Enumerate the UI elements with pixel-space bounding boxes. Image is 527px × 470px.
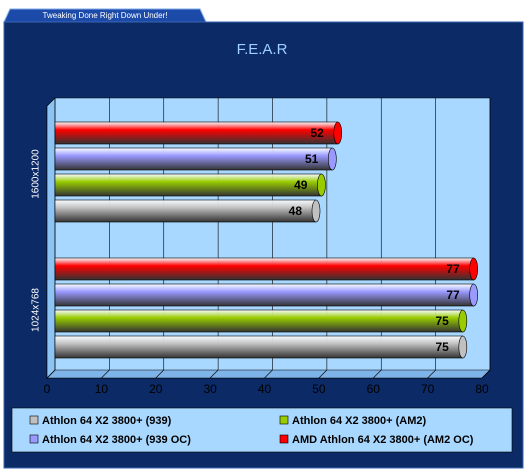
y-tick-label: 1600x1200 — [31, 149, 42, 199]
x-tick-label: 0 — [44, 382, 51, 396]
value-label: 52 — [310, 126, 324, 140]
floor-line — [427, 369, 436, 379]
bar — [54, 147, 333, 171]
x-tick-label: 70 — [421, 382, 435, 396]
value-label: 75 — [435, 340, 449, 354]
floor-line — [373, 369, 382, 379]
y-tick-label: 1024x768 — [31, 288, 42, 332]
legend-swatch — [29, 415, 39, 425]
bar — [54, 283, 474, 307]
tab-text: Tweaking Done Right Down Under! — [43, 11, 168, 20]
value-label: 49 — [294, 178, 308, 192]
bar-cap — [458, 335, 468, 359]
floor-line — [101, 369, 110, 379]
x-tick-label: 20 — [149, 382, 163, 396]
floor-line — [481, 369, 491, 379]
bar-cap — [328, 147, 337, 171]
x-tick-label: 10 — [95, 382, 109, 396]
floor-line — [155, 369, 164, 379]
bar-cap — [333, 121, 343, 145]
floor-line — [264, 369, 273, 379]
bar — [54, 257, 474, 281]
bar-cap — [311, 199, 321, 223]
floor-line — [318, 369, 328, 379]
floor-line — [209, 369, 219, 379]
x-tick-label: 40 — [258, 382, 272, 396]
plot-side — [46, 97, 56, 379]
x-tick-label: 60 — [367, 382, 381, 396]
bar-cap — [317, 173, 326, 197]
legend-swatch — [279, 434, 289, 444]
x-tick-label: 50 — [312, 382, 326, 396]
bar — [54, 173, 322, 197]
floor-line — [46, 369, 56, 379]
legend-label: AMD Athlon 64 X2 3800+ (AM2 OC) — [292, 434, 474, 446]
value-label: 77 — [446, 262, 460, 276]
value-label: 75 — [435, 314, 449, 328]
value-label: 51 — [305, 152, 319, 166]
x-tick-label: 30 — [203, 382, 217, 396]
legend-swatch — [279, 415, 289, 425]
legend-label: Athlon 64 X2 3800+ (939 OC) — [42, 434, 191, 446]
legend — [11, 407, 513, 453]
bar — [54, 309, 464, 333]
value-label: 77 — [446, 288, 460, 302]
chart-title: F.E.A.R — [237, 41, 288, 58]
legend-swatch — [29, 434, 39, 444]
bar — [54, 121, 339, 145]
legend-label: Athlon 64 X2 3800+ (AM2) — [292, 415, 427, 427]
legend-label: Athlon 64 X2 3800+ (939) — [42, 415, 172, 427]
bar-cap — [469, 283, 478, 307]
bar-cap — [469, 257, 478, 281]
bar — [54, 199, 317, 223]
x-tick-label: 80 — [475, 382, 489, 396]
value-label: 48 — [289, 204, 303, 218]
bar-cap — [458, 309, 468, 333]
bar — [54, 335, 464, 359]
